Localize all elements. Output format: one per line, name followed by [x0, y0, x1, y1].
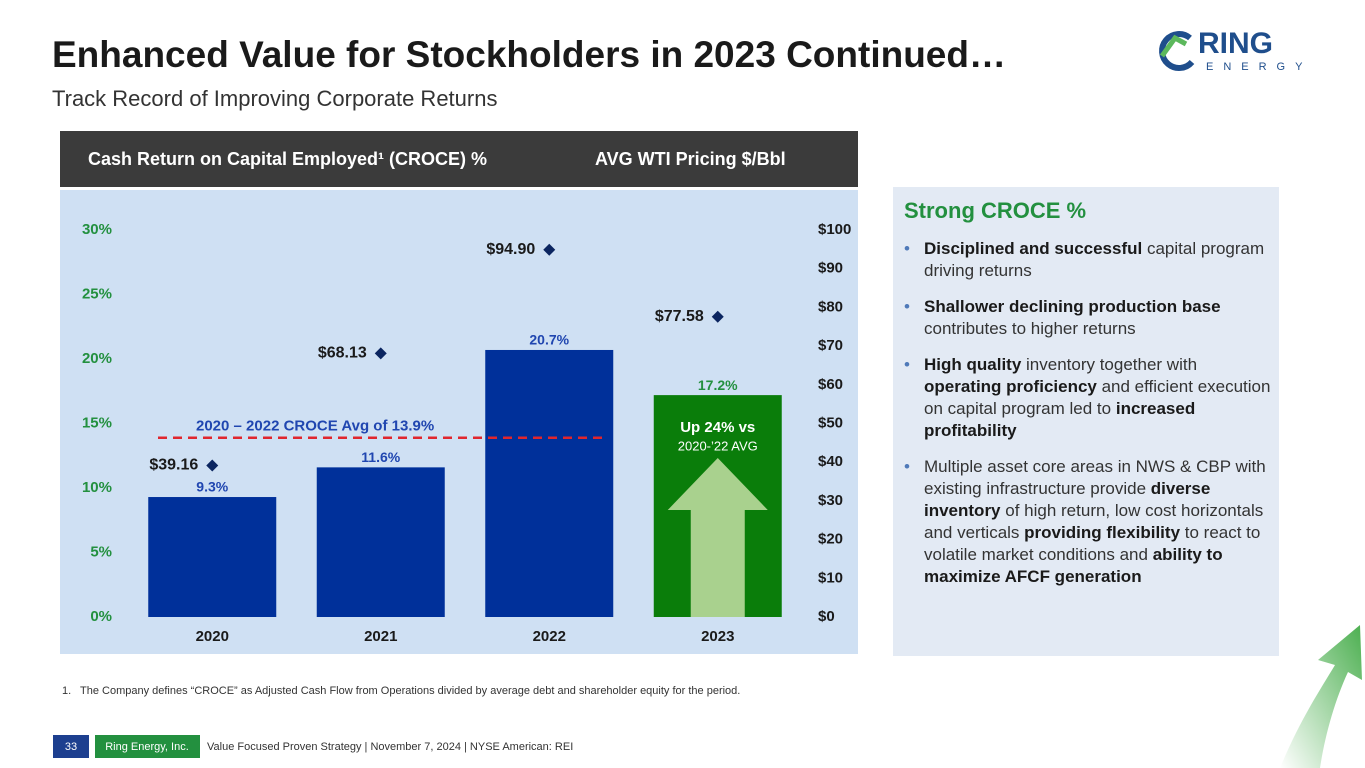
decor-arrow [1280, 625, 1362, 768]
bullet-text: High quality [924, 355, 1022, 374]
bullet-text: to react to volatile market conditions a… [924, 523, 1266, 564]
y-tick-label: 0% [90, 608, 112, 625]
y2-tick-label: $60 [818, 376, 843, 393]
y-tick-label: 30% [82, 221, 112, 238]
bullet-text: Shallower declining production base [924, 297, 1221, 316]
value-label: $68.13 [318, 345, 367, 362]
diamond-marker [206, 459, 219, 472]
y-tick-label: 15% [82, 414, 112, 431]
annotation-subtitle: 2020-’22 AVG [678, 438, 758, 453]
value-label: $77.58 [655, 308, 704, 325]
y2-tick-label: $80 [818, 298, 843, 315]
bullet: High quality inventory together with ope… [904, 354, 1272, 442]
y2-tick-label: $10 [818, 569, 843, 586]
company-box [95, 735, 200, 758]
value-label: 9.3% [196, 479, 228, 495]
bullet-text: inventory together with [1021, 355, 1202, 374]
bullet: Multiple asset core areas in NWS & CBP w… [904, 456, 1272, 588]
diamond-marker [543, 243, 556, 256]
y-tick-label: 10% [82, 479, 112, 496]
y2-tick-label: $20 [818, 531, 843, 548]
bullet-text: diverse inventory [924, 479, 1216, 520]
chart-header [60, 131, 858, 187]
footnote: The Company defines “CROCE” as Adjusted … [80, 685, 740, 697]
slide-subtitle: Track Record of Improving Corporate Retu… [52, 86, 497, 111]
bullet-text: increased profitability [924, 399, 1200, 440]
bullet: Disciplined and successful capital progr… [904, 238, 1272, 282]
value-label: $39.16 [149, 457, 198, 474]
bullet-text: Multiple asset core areas in NWS & CBP w… [924, 457, 1271, 498]
bullet-text: Disciplined and successful [924, 239, 1143, 258]
value-label: 20.7% [529, 332, 569, 348]
y2-tick-label: $30 [818, 492, 843, 509]
footer-text: Value Focused Proven Strategy | November… [207, 741, 573, 753]
y-tick-label: 20% [82, 350, 112, 367]
slide-title: Enhanced Value for Stockholders in 2023 … [52, 34, 1006, 75]
x-tick-label: 2020 [196, 628, 229, 645]
bullet-text: operating proficiency [924, 377, 1097, 396]
legend-label: Cash Return on Capital Employed¹ (CROCE)… [88, 149, 487, 169]
y2-tick-label: $50 [818, 414, 843, 431]
bullet-text: capital program driving returns [924, 239, 1269, 280]
bar [316, 467, 445, 617]
x-tick-label: 2022 [533, 628, 566, 645]
y2-tick-label: $100 [818, 221, 851, 238]
footnote-marker: 1. [62, 685, 71, 697]
annotation-title: Up 24% vs [680, 419, 755, 436]
x-tick-label: 2023 [701, 628, 734, 645]
sidebar: Strong CROCE % Disciplined and successfu… [904, 198, 1272, 602]
y2-tick-label: $40 [818, 453, 843, 470]
reference-label: 2020 – 2022 CROCE Avg of 13.9% [196, 418, 434, 435]
y2-tick-label: $90 [818, 260, 843, 277]
value-label: $94.90 [486, 241, 535, 258]
bullet-text: providing flexibility [1024, 523, 1181, 542]
y-tick-label: 5% [90, 543, 112, 560]
bar [485, 349, 614, 617]
footer-company: Ring Energy, Inc. [105, 741, 189, 753]
bullet-text: contributes to higher returns [924, 297, 1226, 338]
value-label: 17.2% [698, 377, 738, 393]
page-number: 33 [65, 741, 77, 753]
diamond-marker [374, 347, 387, 360]
bullet-text: and efficient execution on capital progr… [924, 377, 1276, 418]
legend-label: AVG WTI Pricing $/Bbl [595, 149, 786, 169]
logo: RING ENERGY [1159, 27, 1312, 73]
value-label: 11.6% [361, 449, 400, 465]
logo-arrow [1159, 34, 1188, 58]
y-tick-label: 25% [82, 285, 112, 302]
bullet: Shallower declining production base cont… [904, 296, 1272, 340]
x-tick-label: 2021 [364, 628, 397, 645]
y2-tick-label: $0 [818, 608, 835, 625]
logo-tagline: ENERGY [1206, 61, 1312, 73]
page-box [53, 735, 89, 758]
sidebar-title: Strong CROCE % [904, 198, 1087, 223]
bar [148, 497, 277, 617]
bullet-text: of high return, low cost horizontals and… [924, 501, 1268, 542]
bullet-text: ability to maximize AFCF generation [924, 545, 1228, 586]
y2-tick-label: $70 [818, 337, 843, 354]
diamond-marker [711, 310, 724, 323]
logo-name: RING [1198, 27, 1273, 60]
up-arrow [667, 458, 768, 617]
